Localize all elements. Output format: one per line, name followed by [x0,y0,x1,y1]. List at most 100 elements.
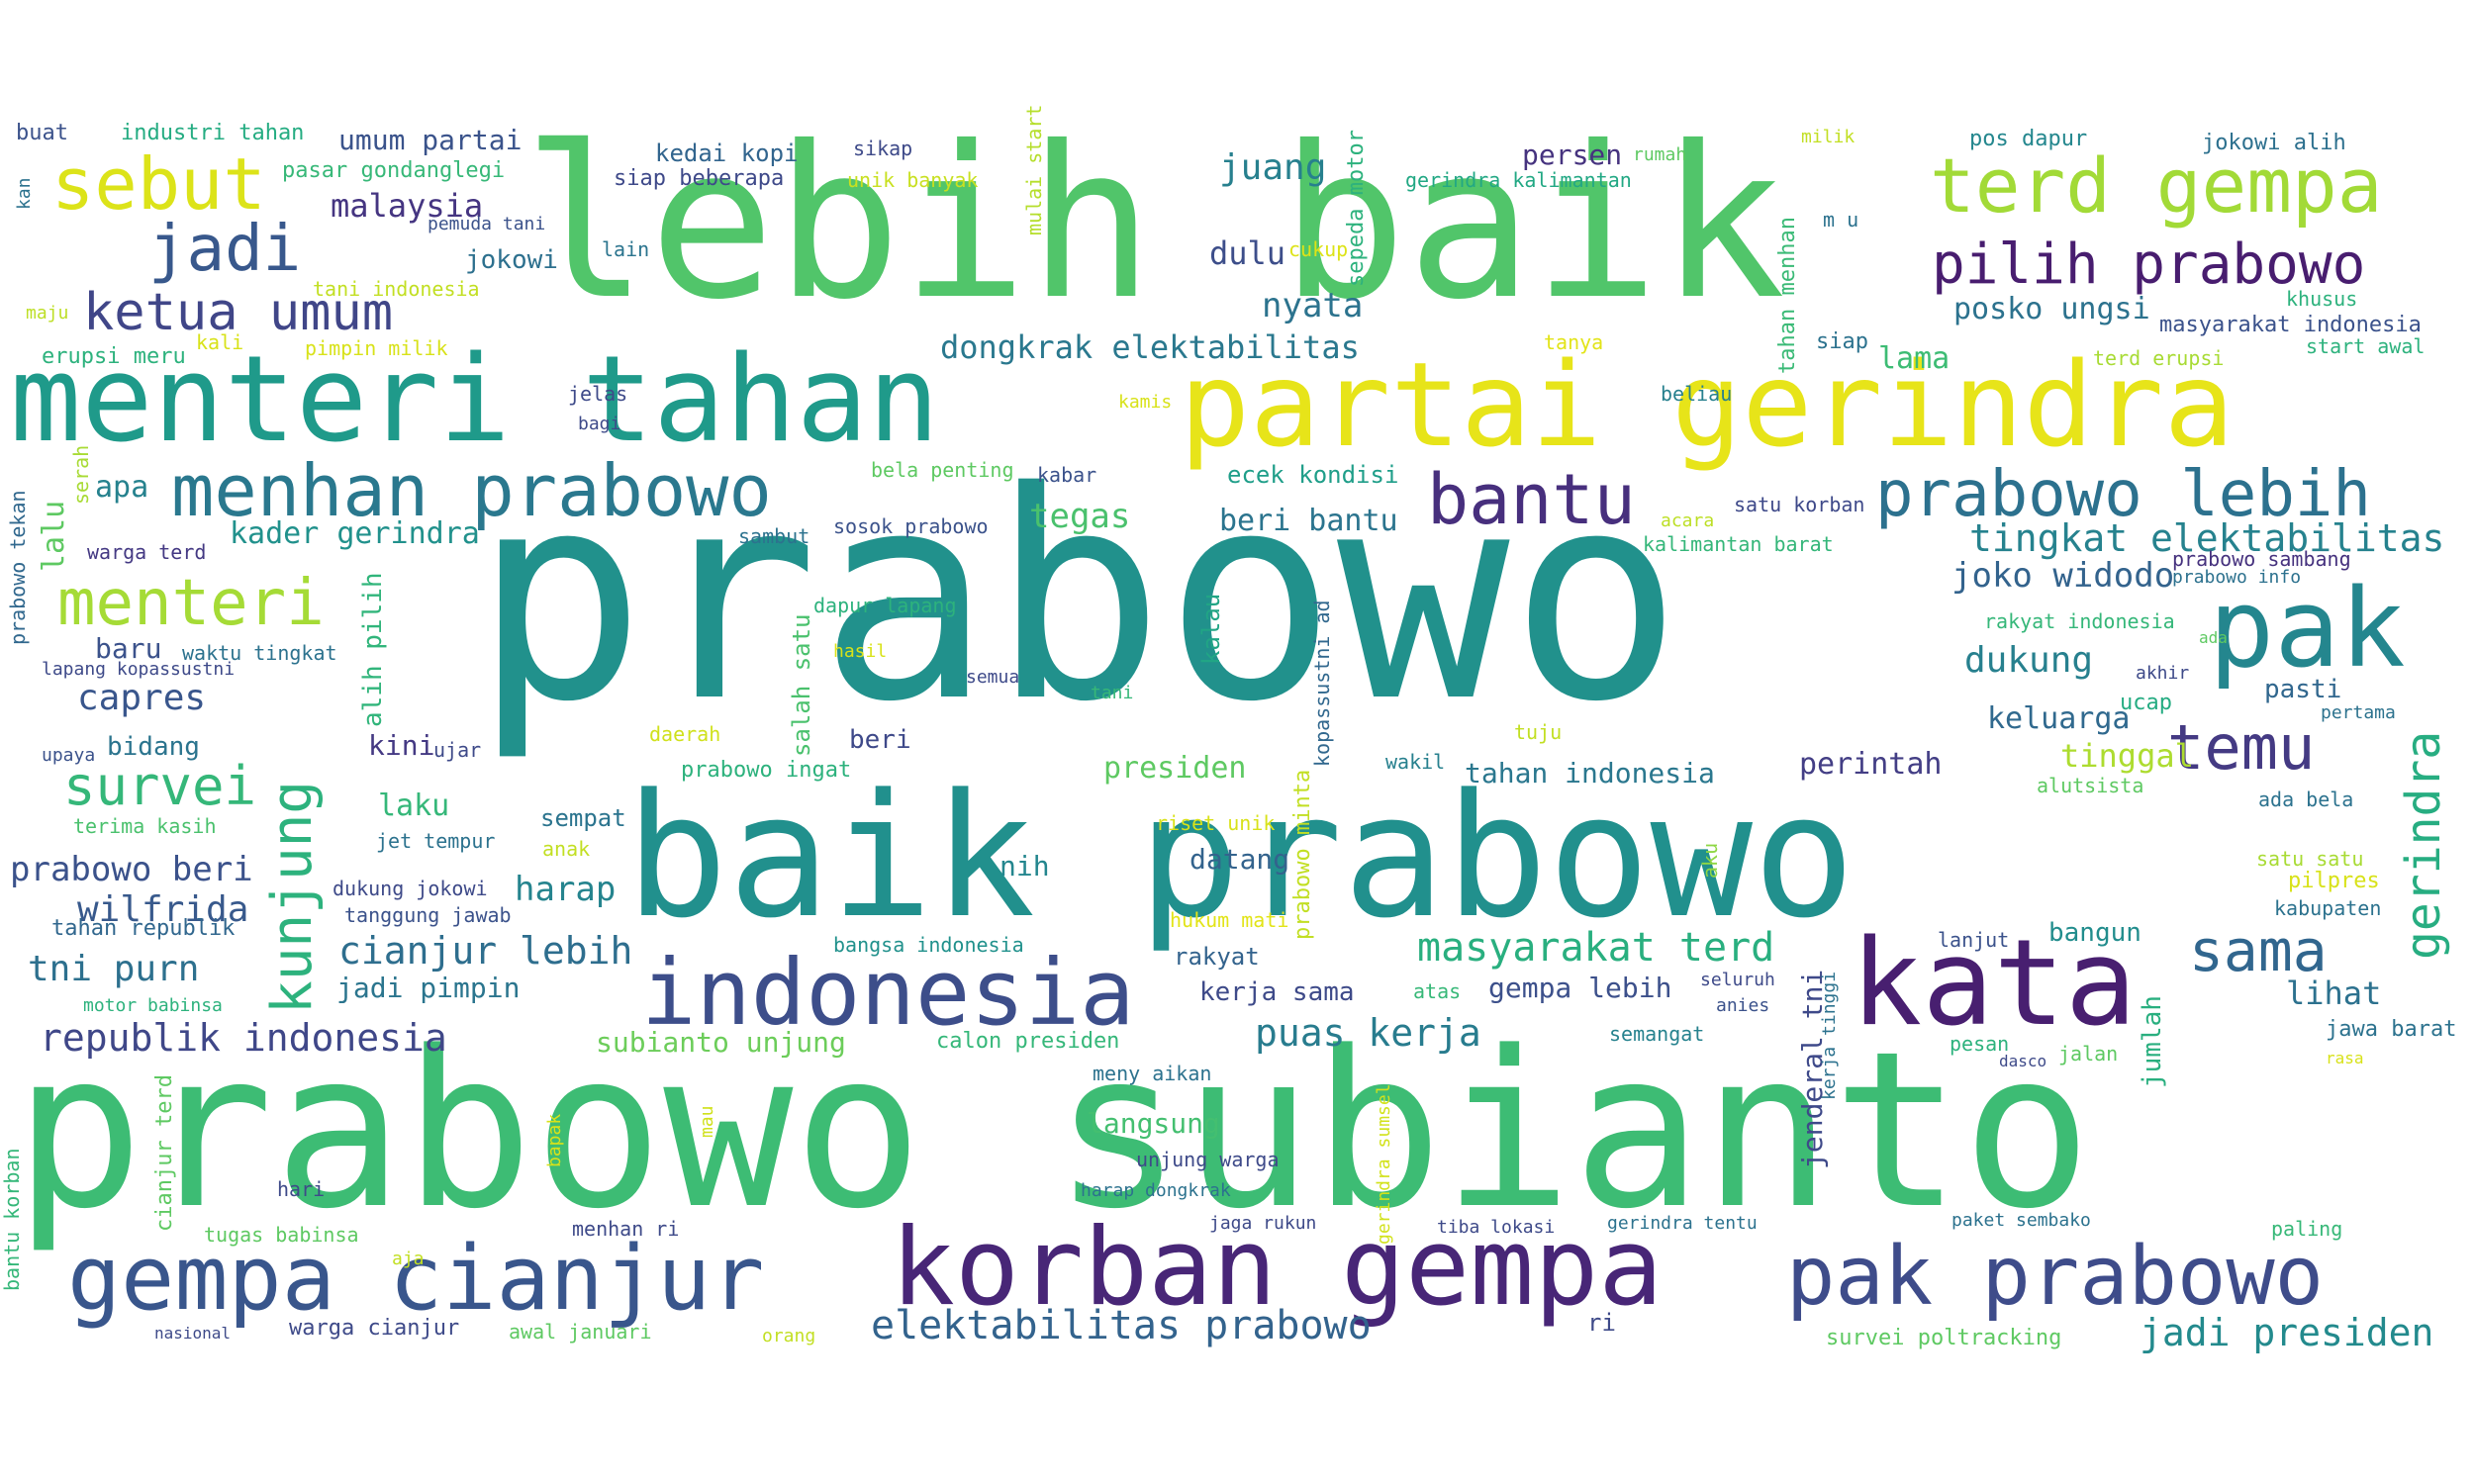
word: sambut [738,524,810,548]
word: tahan republik [51,916,236,941]
word: lapang kopassustni [42,659,236,680]
word: kopassustni ad [1310,600,1334,767]
word: tiba lokasi [1437,1217,1556,1238]
word: satu satu [2256,847,2364,871]
word: nih [999,850,1050,882]
word: awal januari [509,1320,652,1344]
word: meny aikan [1093,1062,1212,1085]
word: wakil [1385,750,1446,774]
word: tanggung jawab [344,903,512,927]
word: aja [392,1249,425,1269]
word: gerindra [2396,730,2451,960]
word: wilfrida [77,889,249,930]
word: alutsista [2037,774,2144,797]
word: menhan prabowo [171,449,772,532]
word: aku [1698,842,1722,879]
word: warga cianjur [289,1316,460,1341]
word: prabowo subianto [14,1006,2092,1256]
word: bapak [544,1113,565,1167]
word: tinggal [2060,737,2194,775]
word: pak prabowo [1786,1230,2325,1324]
word: sepeda motor [1344,130,1369,287]
word: jadi presiden [2140,1311,2434,1354]
word: kamis [1118,392,1173,413]
word: waktu tingkat [182,641,337,665]
word: lihat [2286,974,2382,1012]
word: masyarakat indonesia [2159,313,2422,337]
word: seluruh [1700,970,1775,990]
word: pimpin milik [305,336,448,360]
word: rakyat indonesia [1984,609,2175,633]
word: ada bela [2258,788,2354,811]
word: juang [1219,147,1327,188]
word: joko widodo [1951,556,2175,596]
word: atas [1413,979,1462,1003]
word: calon presiden [936,1029,1120,1054]
word: beri [849,725,911,755]
word: harap [515,870,617,909]
word: dapur lapang [813,594,957,617]
word: posko ungsi [1953,292,2150,326]
word: presiden [1103,751,1247,786]
word: gempa cianjur [67,1227,765,1331]
word: kalau [1197,593,1225,665]
word: republik indonesia [40,1016,447,1060]
word: elektabilitas prabowo [871,1303,1372,1348]
word: cianjur lebih [338,929,633,973]
word: laku [378,788,450,823]
word: sikap [853,137,913,160]
word: siap [1816,329,1868,354]
word: kerja tinggi [1819,971,1840,1100]
word: hasil [833,641,888,662]
word: tahan indonesia [1465,757,1715,789]
word: semangat [1609,1022,1705,1046]
word: lain [602,237,650,261]
word: pos dapur [1969,127,2088,151]
word: rumah [1633,144,1687,165]
word: tanya [1544,330,1604,354]
word: dukung jokowi [333,877,488,900]
word: menhan ri [572,1217,680,1241]
word: kerja sama [1199,977,1355,1007]
word: temu [2167,711,2316,784]
word: pesan [1950,1032,2010,1056]
word: prabowo beri [10,850,253,889]
word: sama [2189,917,2328,984]
word: alih pilih [358,572,388,727]
word: anies [1716,995,1770,1016]
word: tegas [1029,497,1131,536]
word: rasa [2326,1049,2364,1067]
word: bangsa indonesia [833,933,1024,957]
word: paket sembako [1951,1210,2091,1231]
word: pasti [2264,675,2342,704]
word: unjung warga [1136,1148,1280,1171]
word: jaga rukun [1209,1213,1317,1234]
word: lama [1878,341,1951,376]
word: rakyat [1174,943,1260,971]
word: umum partai [338,124,523,156]
word: keluarga [1987,701,2131,736]
word: capres [77,678,207,718]
word: bagi [578,414,621,434]
word: cukup [1288,237,1349,261]
word: bangun [2048,918,2141,948]
word: nyata [1262,286,1364,325]
word: start awal [2306,334,2426,358]
word: dukung [1964,640,2094,681]
word: subianto unjung [596,1026,846,1059]
word: indonesia [641,940,1135,1046]
word: menteri tahan [10,331,940,469]
word: mau [697,1105,717,1138]
word: baik prabowo [625,757,1856,956]
word: jalan [2058,1042,2119,1066]
word: hari [277,1177,326,1201]
word: riset unik [1156,811,1276,835]
word: terd erupsi [2093,346,2225,370]
word: acara [1661,510,1715,531]
word: datang [1189,843,1290,876]
word: terd gempa [1930,141,2383,230]
word: harap dongkrak [1081,1180,1231,1201]
word: semua [966,667,1020,688]
word: jokowi [465,245,558,275]
word: tani [1091,683,1134,703]
